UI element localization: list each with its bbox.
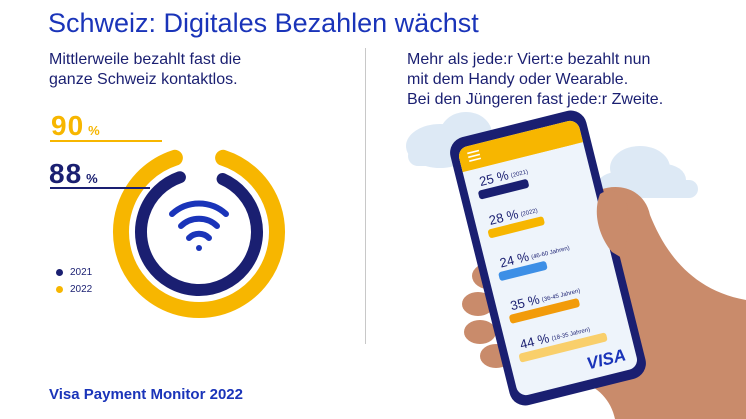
source-footer: Visa Payment Monitor 2022 (49, 386, 243, 403)
bar (498, 261, 548, 281)
thumb-illustration (596, 190, 629, 258)
legend-label-2022: 2022 (70, 284, 93, 295)
bar-value-label: 35 % (509, 291, 542, 313)
left-subtitle-line-1: Mittlerweile bezahlt fast die (49, 51, 242, 68)
menu-icon (467, 149, 482, 162)
bar-category-label: (2021) (510, 169, 528, 179)
value-2022-number: 90 (51, 110, 85, 141)
right-subtitle: Mehr als jede:r Viert:e bezahlt nun mit … (407, 50, 737, 110)
donut-ring-2021 (135, 171, 263, 296)
value-2021: 88% (49, 160, 99, 193)
bar-value-label: 24 % (498, 249, 531, 271)
donut-chart (113, 149, 285, 318)
phone-illustration: 25 % (2021)28 % (2022)24 % (46-60 Jahren)35… (450, 110, 646, 406)
chart-legend: 2021 2022 (56, 264, 92, 298)
left-subtitle: Mittlerweile bezahlt fast die ganze Schw… (49, 50, 309, 90)
legend-item-2022: 2022 (56, 281, 92, 298)
right-subtitle-line-1: Mehr als jede:r Viert:e bezahlt nun (407, 51, 651, 68)
bar-category-label: (2022) (520, 208, 538, 218)
value-2021-number: 88 (49, 158, 83, 189)
bar (509, 298, 580, 324)
right-subtitle-line-2: mit dem Handy oder Wearable. (407, 71, 629, 88)
legend-dot-2021 (56, 269, 63, 276)
bar (488, 216, 545, 238)
contactless-wave-icon (169, 200, 229, 251)
page-title: Schweiz: Digitales Bezahlen wächst (48, 8, 479, 38)
legend-item-2021: 2021 (56, 264, 92, 281)
bar-value-label: 44 % (518, 330, 551, 352)
bar (518, 332, 608, 363)
legend-dot-2022 (56, 286, 63, 293)
value-2021-unit: % (86, 171, 99, 186)
column-divider (365, 48, 366, 344)
right-subtitle-line-3: Bei den Jüngeren fast jede:r Zweite. (407, 91, 664, 108)
bar-value-label: 25 % (478, 167, 511, 189)
bar (478, 179, 529, 200)
value-2022: 90% (51, 112, 101, 145)
value-2022-unit: % (88, 123, 101, 138)
legend-label-2021: 2021 (70, 267, 93, 278)
left-subtitle-line-2: ganze Schweiz kontaktlos. (49, 71, 238, 88)
bar-value-label: 28 % (487, 206, 520, 228)
donut-ring-2022 (113, 149, 285, 318)
